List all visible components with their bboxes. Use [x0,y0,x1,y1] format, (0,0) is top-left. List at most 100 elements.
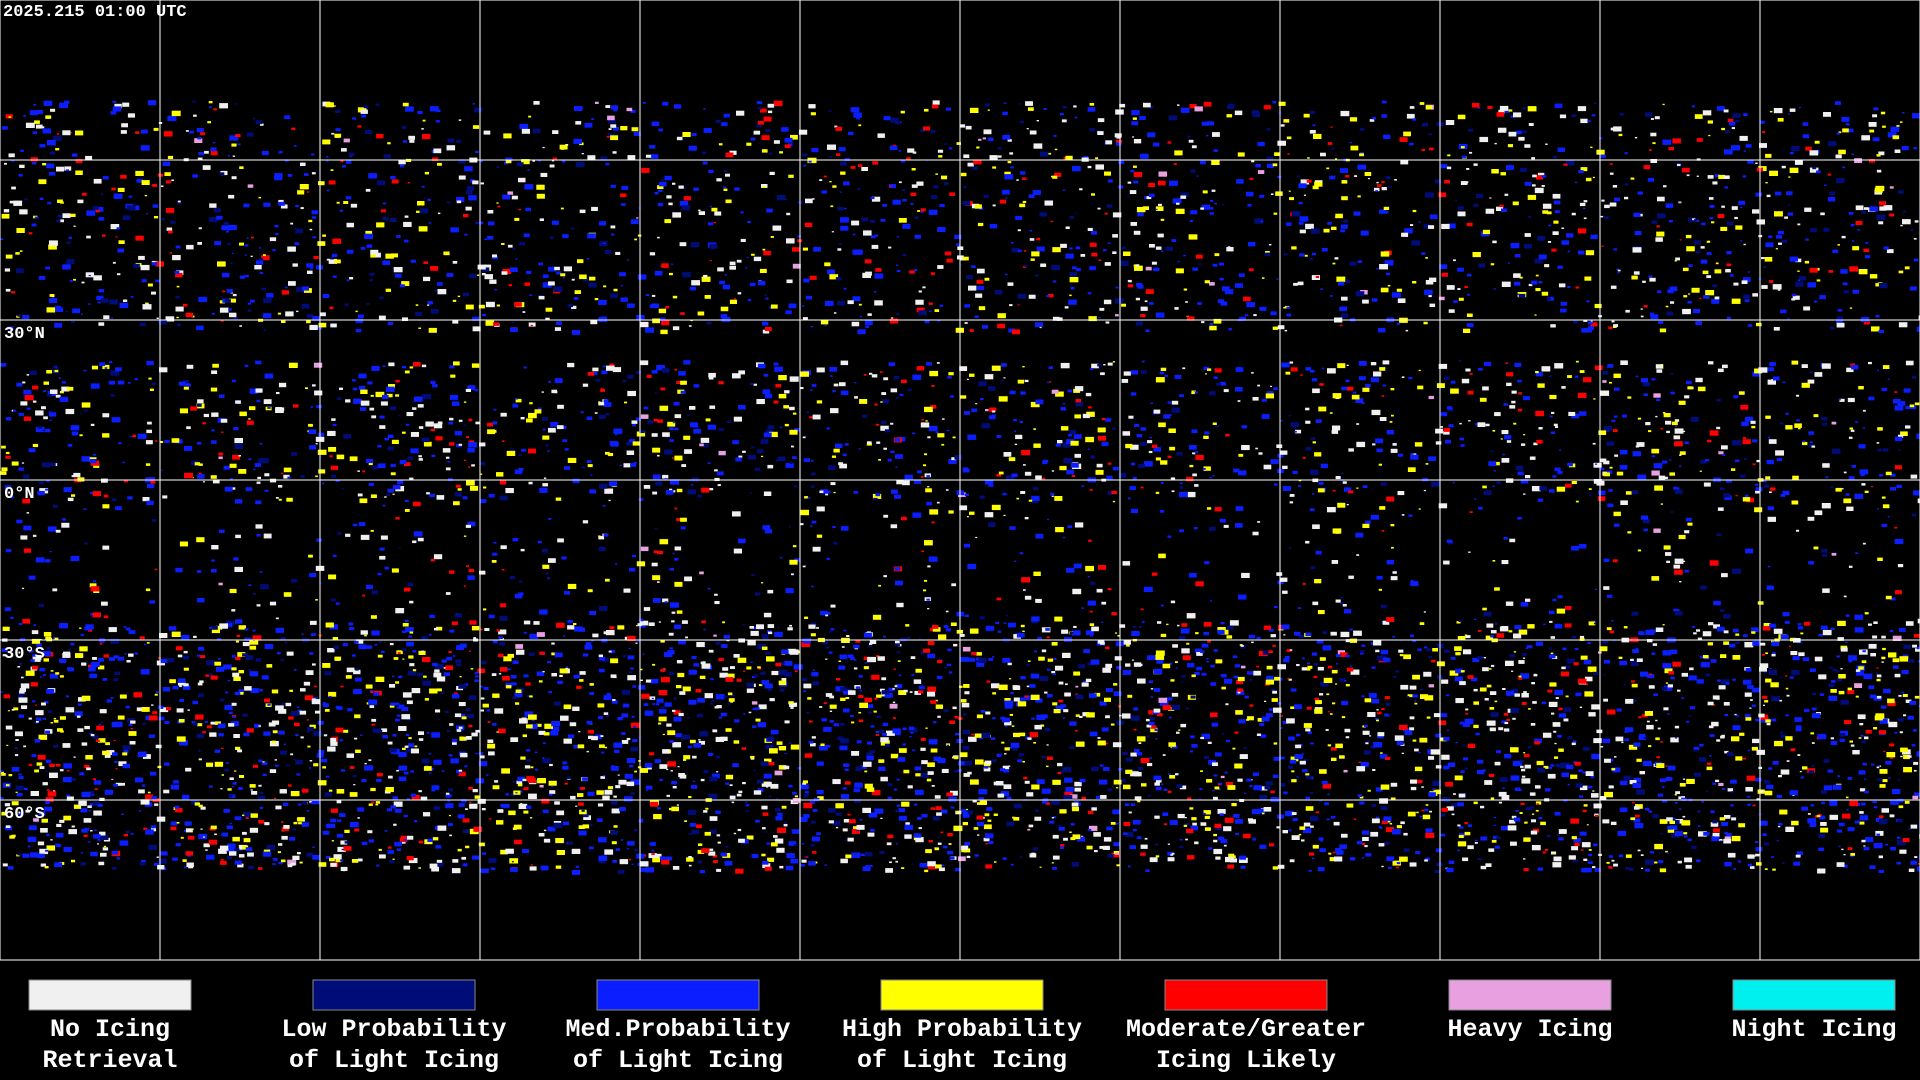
icing-speck [883,116,891,121]
icing-speck [541,391,544,393]
icing-speck [1060,113,1064,116]
icing-speck [902,223,911,229]
icing-speck [1375,438,1384,444]
icing-speck [177,201,181,205]
icing-speck [1191,429,1198,434]
icing-speck [727,702,731,705]
icing-speck [1107,179,1113,183]
icing-speck [861,217,869,222]
icing-speck [1356,441,1366,448]
icing-speck [1731,736,1740,742]
icing-speck [964,304,970,308]
icing-speck [1353,211,1361,216]
icing-speck [239,325,242,327]
icing-speck [1087,227,1093,231]
icing-speck [1089,266,1096,271]
icing-speck [1203,755,1209,759]
icing-speck [1201,121,1209,126]
icing-speck [1519,276,1523,279]
icing-speck [905,624,910,627]
icing-speck [1888,777,1891,779]
icing-speck [252,117,256,120]
icing-speck [1132,117,1137,120]
icing-speck [102,847,109,851]
icing-speck [90,383,100,389]
icing-speck [1655,237,1663,242]
icing-speck [1692,218,1696,221]
icing-speck [1585,771,1594,776]
icing-speck [774,838,784,844]
icing-speck [468,195,477,201]
icing-speck [1650,118,1654,120]
icing-speck [1200,207,1204,210]
icing-speck [1035,698,1043,703]
icing-speck [130,296,134,298]
icing-speck [1535,274,1539,277]
icing-speck [792,456,797,459]
icing-speck [1257,141,1265,147]
icing-speck [921,476,924,478]
icing-speck [59,390,64,394]
icing-speck [1033,428,1036,430]
icing-speck [1726,221,1734,226]
icing-speck [1571,114,1577,118]
icing-speck [749,282,756,287]
icing-speck [262,313,272,319]
icing-speck [15,791,18,793]
icing-speck [1022,366,1025,368]
icing-speck [808,160,812,163]
icing-speck [1277,325,1285,330]
icing-speck [898,150,902,152]
icing-speck [47,410,53,414]
icing-speck [16,315,20,318]
icing-speck [110,224,120,230]
icing-speck [1075,246,1081,250]
icing-speck [898,181,902,184]
icing-speck [1431,481,1440,487]
icing-speck [1332,393,1342,399]
icing-speck [1557,265,1563,269]
icing-speck [548,380,552,383]
icing-speck [573,745,580,749]
icing-speck [408,655,414,659]
icing-speck [1604,758,1611,763]
icing-speck [900,110,905,114]
icing-speck [71,475,75,478]
icing-speck [687,414,690,416]
icing-speck [1341,700,1349,706]
icing-speck [101,478,108,483]
icing-speck [1876,667,1879,669]
icing-speck [854,382,857,384]
icing-speck [1112,361,1116,363]
icing-speck [1359,152,1364,155]
icing-speck [1052,866,1057,870]
icing-speck [1102,667,1111,673]
icing-speck [586,416,593,420]
icing-speck [275,497,279,499]
icing-speck [1873,806,1878,809]
icing-speck [1905,425,1911,429]
icing-speck [916,307,925,313]
icing-speck [927,863,937,870]
icing-speck [49,673,59,679]
icing-speck [77,477,85,482]
icing-speck [941,175,948,180]
icing-speck [764,683,773,689]
icing-speck [1023,264,1027,267]
icing-speck [1666,311,1674,316]
icing-speck [1087,810,1094,815]
icing-speck [18,776,24,780]
icing-speck [1087,448,1090,450]
icing-speck [1220,301,1228,306]
icing-speck [1816,279,1821,282]
icing-speck [812,198,815,200]
icing-speck [1633,777,1641,783]
icing-speck [421,128,424,130]
icing-speck [1552,475,1557,478]
icing-speck [860,315,863,318]
icing-speck [1739,732,1745,736]
icing-speck [132,434,137,438]
icing-speck [358,399,362,402]
icing-speck [688,145,697,151]
icing-speck [1583,217,1587,220]
